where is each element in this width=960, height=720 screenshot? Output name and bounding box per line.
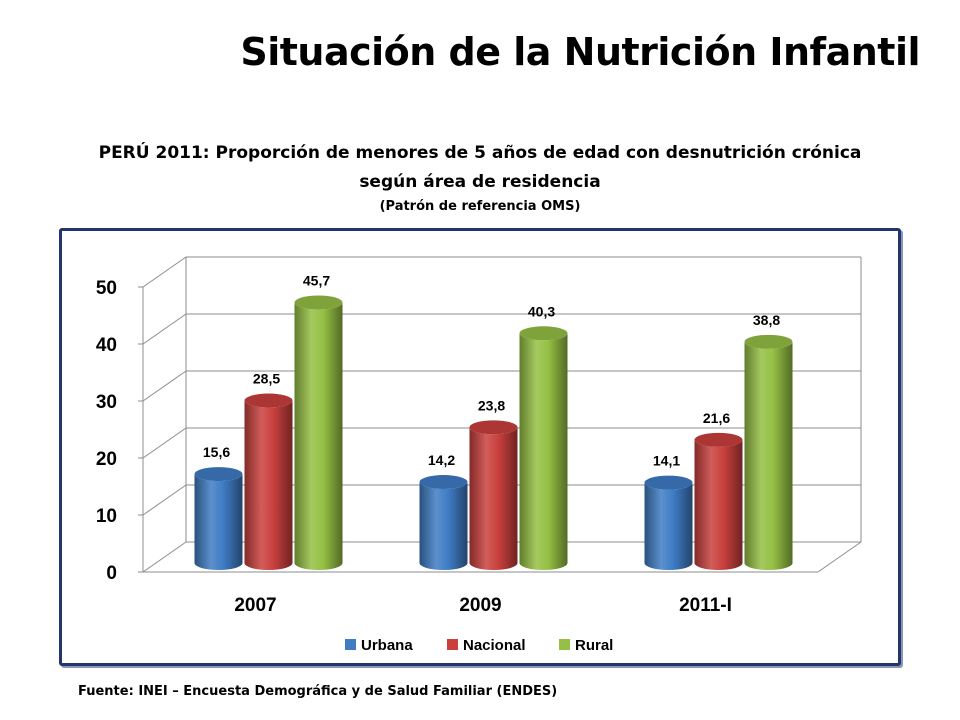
gridline-diagonal bbox=[142, 427, 187, 459]
gridline-diagonal bbox=[142, 256, 187, 288]
y-tick-label: 20 bbox=[96, 449, 117, 470]
bar-top-urbana-2009 bbox=[419, 475, 468, 490]
bar-urbana-2007 bbox=[194, 474, 243, 570]
bar-top-urbana-2011-I bbox=[644, 475, 693, 490]
bar-urbana-2011-I bbox=[644, 482, 693, 570]
data-label: 14,1 bbox=[653, 453, 680, 469]
bar-nacional-2007 bbox=[244, 400, 293, 570]
y-tick-label: 0 bbox=[106, 563, 117, 584]
data-label: 38,8 bbox=[753, 312, 780, 328]
slide-title: Situación de la Nutrición Infantil bbox=[240, 30, 920, 74]
y-tick-label: 40 bbox=[96, 335, 117, 356]
bar-rural-2007 bbox=[294, 302, 343, 570]
gridline-diagonal bbox=[142, 541, 187, 573]
chart-subtitle-note: (Patrón de referencia OMS) bbox=[379, 199, 581, 214]
gridline-diagonal bbox=[142, 313, 187, 345]
y-tick-label: 50 bbox=[96, 278, 117, 299]
data-label: 23,8 bbox=[478, 397, 505, 413]
bar-top-nacional-2007 bbox=[244, 393, 293, 408]
bar-top-nacional-2009 bbox=[469, 420, 518, 435]
x-tick-label: 2011-I bbox=[679, 595, 732, 616]
data-label: 40,3 bbox=[528, 303, 555, 319]
x-axis: 2007 2009 2011-I bbox=[234, 595, 732, 616]
bar-rural-2011-I bbox=[744, 341, 793, 570]
bar-top-nacional-2011-I bbox=[694, 432, 743, 447]
legend-label-rural: Rural bbox=[575, 637, 613, 654]
data-label: 14,2 bbox=[428, 452, 455, 468]
y-tick-label: 10 bbox=[96, 506, 117, 527]
bar-urbana-2009 bbox=[419, 482, 468, 570]
legend-label-nacional: Nacional bbox=[463, 637, 526, 654]
data-label: 21,6 bbox=[703, 410, 730, 426]
bar-top-rural-2007 bbox=[294, 295, 343, 310]
y-tick-label: 30 bbox=[96, 392, 117, 413]
floor-side-edge bbox=[817, 541, 862, 573]
legend-swatch-rural bbox=[559, 639, 570, 650]
legend-swatch-urbana bbox=[345, 639, 356, 650]
data-label: 45,7 bbox=[303, 273, 330, 289]
chart-subtitle-line2: según área de residencia bbox=[359, 172, 601, 192]
legend-label-urbana: Urbana bbox=[361, 637, 413, 654]
data-label: 28,5 bbox=[253, 371, 280, 387]
data-labels: 15,6 28,5 45,7 14,2 23,8 40,3 14,1 21,6 38,8 bbox=[203, 273, 780, 469]
legend-swatch-nacional bbox=[447, 639, 458, 650]
bar-rural-2009 bbox=[519, 333, 568, 570]
gridline-diagonal bbox=[142, 484, 187, 516]
bar-nacional-2011-I bbox=[694, 439, 743, 570]
bar-top-rural-2011-I bbox=[744, 334, 793, 349]
bar-top-rural-2009 bbox=[519, 326, 568, 341]
data-label: 15,6 bbox=[203, 444, 230, 460]
y-axis: 0 10 20 30 40 50 bbox=[96, 278, 144, 584]
chart-subtitle-line1: PERÚ 2011: Proporción de menores de 5 añ… bbox=[98, 143, 862, 163]
gridline-diagonal bbox=[142, 370, 187, 402]
chart-bars bbox=[194, 295, 793, 570]
bar-top-urbana-2007 bbox=[194, 467, 243, 482]
x-tick-label: 2009 bbox=[459, 595, 501, 616]
x-tick-label: 2007 bbox=[234, 595, 276, 616]
source-note: Fuente: INEI – Encuesta Demográfica y de… bbox=[78, 684, 558, 699]
bar-nacional-2009 bbox=[469, 427, 518, 570]
chart-legend: Urbana Nacional Rural bbox=[345, 637, 613, 654]
